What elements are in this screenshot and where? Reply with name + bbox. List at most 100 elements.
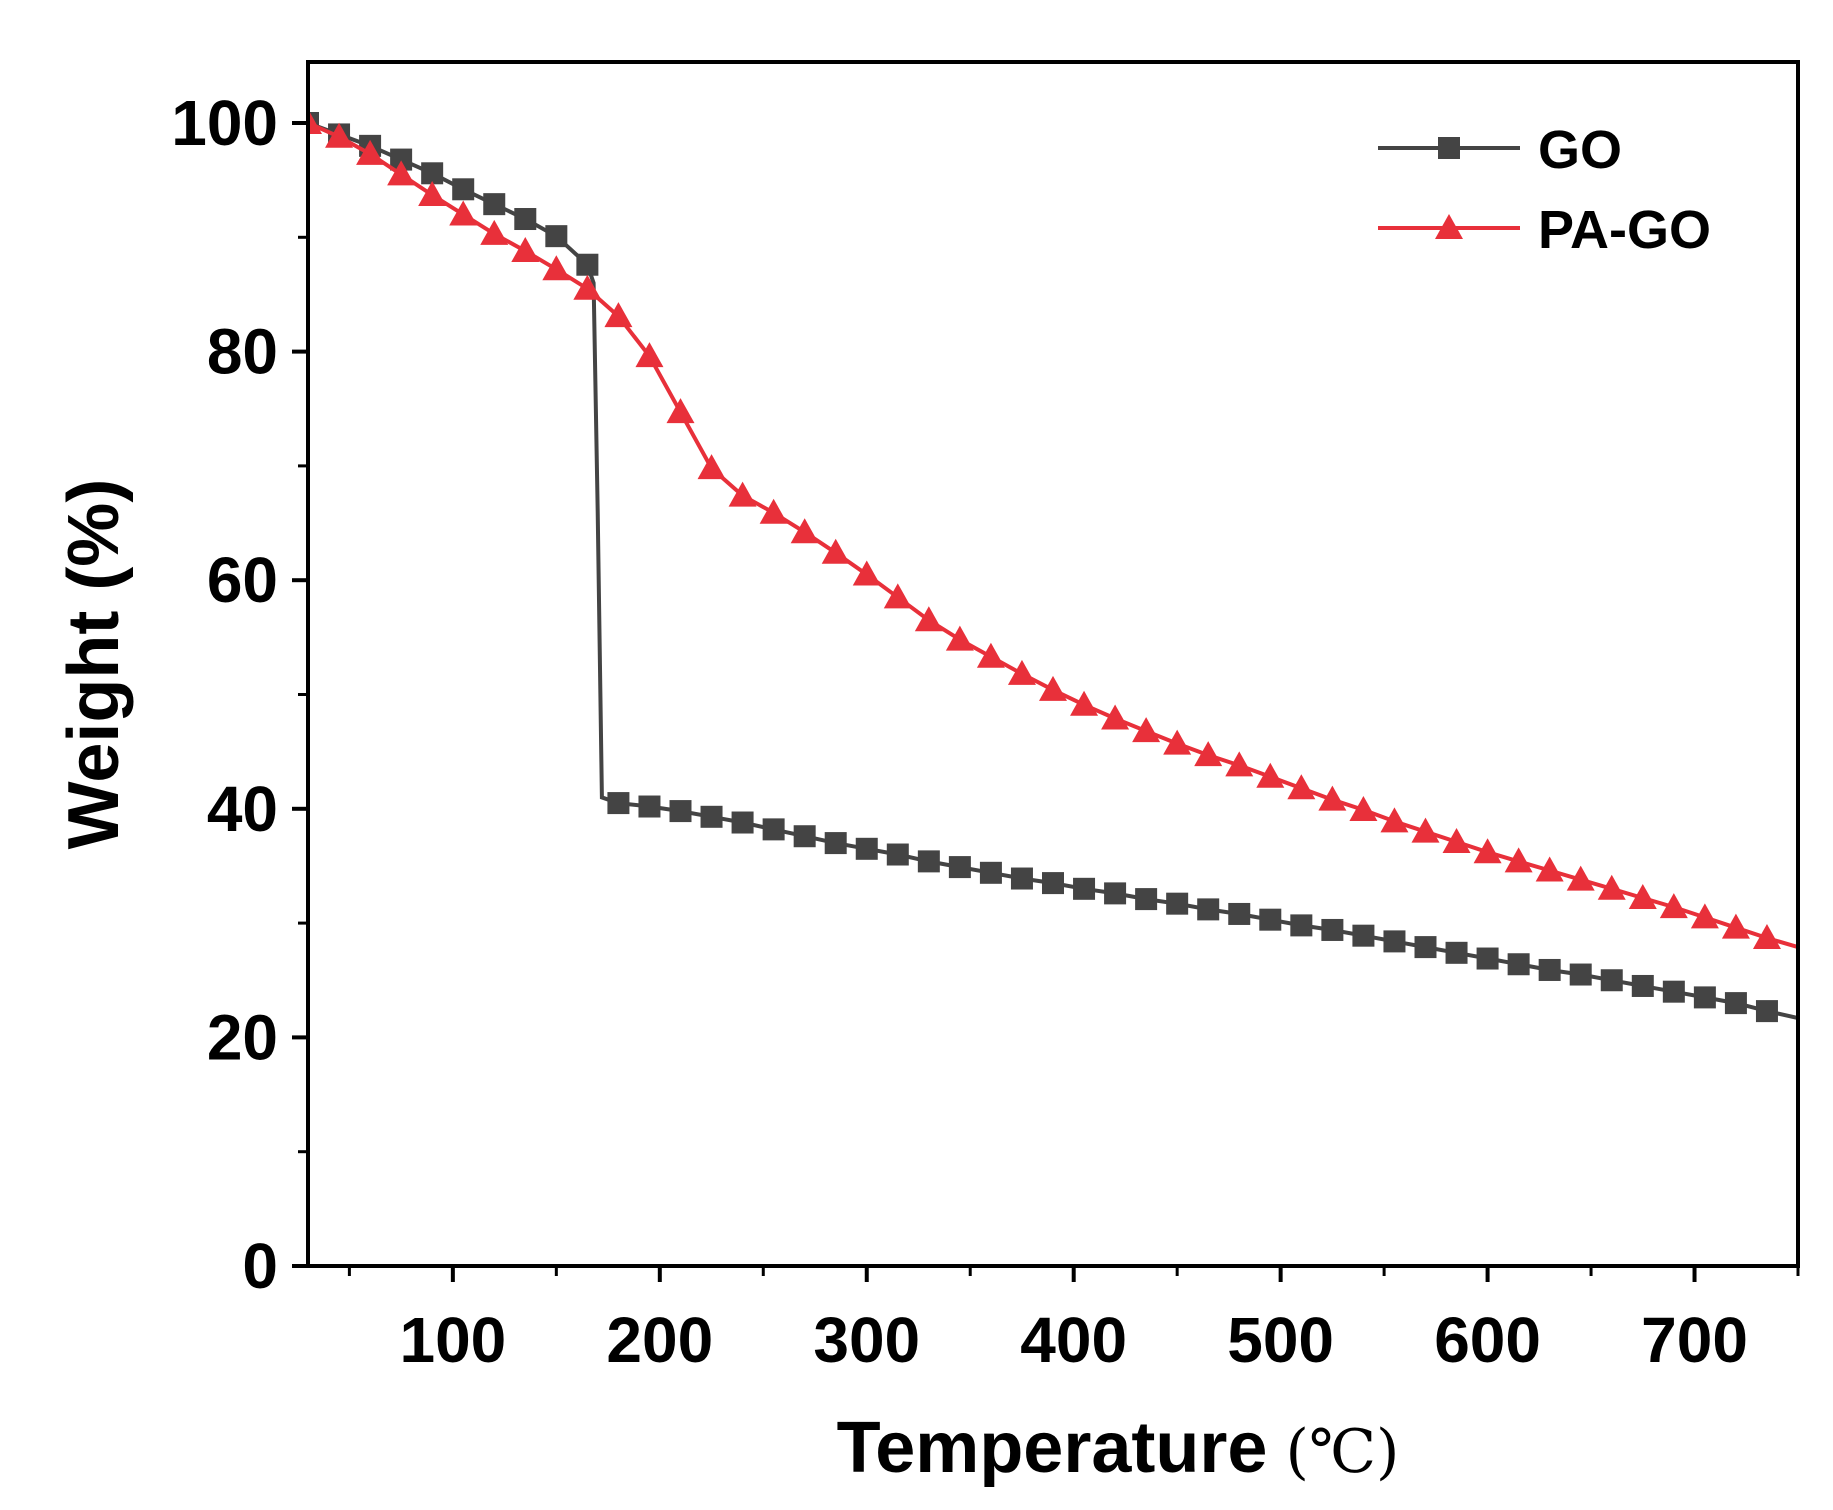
data-point-pa-go [1628, 883, 1657, 909]
data-point-pa-go [852, 560, 881, 586]
data-point-pa-go [542, 255, 571, 281]
data-point-pa-go [821, 538, 850, 564]
y-tick-label: 0 [242, 1230, 278, 1302]
data-point-go [1693, 986, 1716, 1009]
data-point-go [638, 795, 661, 818]
data-point-pa-go [1380, 807, 1409, 833]
data-point-pa-go [1504, 847, 1533, 873]
data-point-go [452, 178, 475, 201]
data-point-go [824, 832, 847, 855]
data-point-pa-go [325, 122, 354, 148]
data-point-go [1755, 1000, 1778, 1023]
data-point-go [607, 792, 630, 815]
data-point-go [421, 162, 444, 185]
data-point-pa-go [1256, 762, 1285, 788]
data-point-pa-go [387, 160, 416, 186]
data-point-go [979, 861, 1002, 884]
data-point-pa-go [1473, 838, 1502, 864]
legend-marker-symbol-go [1438, 137, 1460, 159]
data-point-go [1724, 992, 1747, 1015]
data-point-go [1197, 898, 1220, 921]
data-point-go [669, 800, 692, 823]
x-axis-title-text: Temperature [837, 1408, 1268, 1488]
y-tick-label: 40 [207, 773, 278, 845]
data-point-pa-go [1225, 751, 1254, 777]
data-point-pa-go [759, 498, 788, 524]
legend: GO PA-GO [1378, 120, 1711, 260]
x-tick-label: 400 [1020, 1304, 1127, 1376]
data-point-go [1476, 947, 1499, 970]
data-point-go [1228, 902, 1251, 925]
data-point-go [1507, 953, 1530, 976]
data-point-go [1414, 936, 1437, 959]
x-tick-label: 700 [1641, 1304, 1748, 1376]
data-point-go [545, 225, 568, 248]
data-point-pa-go [449, 200, 478, 226]
data-point-pa-go [1007, 659, 1036, 685]
data-point-go [483, 193, 506, 216]
data-point-pa-go [1194, 741, 1223, 767]
data-point-go [576, 253, 599, 276]
data-point-pa-go [1566, 865, 1595, 891]
data-point-go [1352, 924, 1375, 947]
data-point-pa-go [1287, 774, 1316, 800]
data-point-go [1600, 969, 1623, 992]
x-axis-unit: (℃) [1285, 1417, 1399, 1487]
data-point-go [1166, 892, 1189, 915]
data-point-go [731, 811, 754, 834]
plot-content [308, 109, 1798, 1023]
data-point-pa-go [1349, 795, 1378, 821]
data-point-pa-go [883, 583, 912, 609]
data-point-pa-go [511, 237, 540, 263]
series-go [308, 112, 1798, 1023]
data-point-pa-go [976, 642, 1005, 668]
data-point-go [1104, 882, 1127, 905]
data-point-pa-go [635, 342, 664, 368]
data-point-pa-go [480, 219, 509, 245]
data-point-go [1135, 888, 1158, 911]
data-point-pa-go [1070, 690, 1099, 716]
data-point-go [1445, 941, 1468, 964]
data-point-pa-go [728, 481, 757, 507]
data-point-go [1662, 980, 1685, 1003]
data-point-pa-go [1690, 903, 1719, 929]
data-point-go [1259, 908, 1282, 931]
data-point-pa-go [573, 274, 602, 300]
data-point-pa-go [1721, 913, 1750, 939]
data-point-go [762, 818, 785, 841]
data-point-pa-go [914, 606, 943, 632]
data-point-go [1321, 918, 1344, 941]
data-point-go [390, 148, 413, 171]
data-point-pa-go [945, 625, 974, 651]
data-point-pa-go [1597, 874, 1626, 900]
data-point-pa-go [1752, 923, 1781, 949]
data-point-go [917, 850, 940, 873]
data-point-go [514, 208, 537, 231]
x-tick-label: 500 [1227, 1304, 1334, 1376]
y-tick-label: 20 [207, 1001, 278, 1073]
data-point-go [1569, 963, 1592, 986]
legend-marker-symbol-pa-go [1435, 214, 1463, 239]
data-point-pa-go [790, 518, 819, 544]
series-line-go [308, 121, 1798, 1020]
series-pa-go [308, 109, 1798, 950]
data-point-pa-go [1101, 704, 1130, 730]
data-point-pa-go [1535, 856, 1564, 882]
data-point-pa-go [1132, 717, 1161, 743]
data-point-go [1538, 958, 1561, 981]
data-point-pa-go [356, 139, 385, 165]
data-point-go [948, 856, 971, 879]
data-point-go [1290, 914, 1313, 937]
y-tick-label: 60 [207, 544, 278, 616]
data-point-pa-go [1318, 785, 1347, 811]
legend-label-pa-go: PA-GO [1538, 200, 1711, 260]
data-point-go [855, 837, 878, 860]
data-point-pa-go [1442, 827, 1471, 853]
x-tick-label: 600 [1434, 1304, 1541, 1376]
data-point-pa-go [666, 398, 695, 424]
data-point-pa-go [604, 302, 633, 328]
data-point-go [1383, 930, 1406, 953]
data-point-go [1631, 974, 1654, 997]
